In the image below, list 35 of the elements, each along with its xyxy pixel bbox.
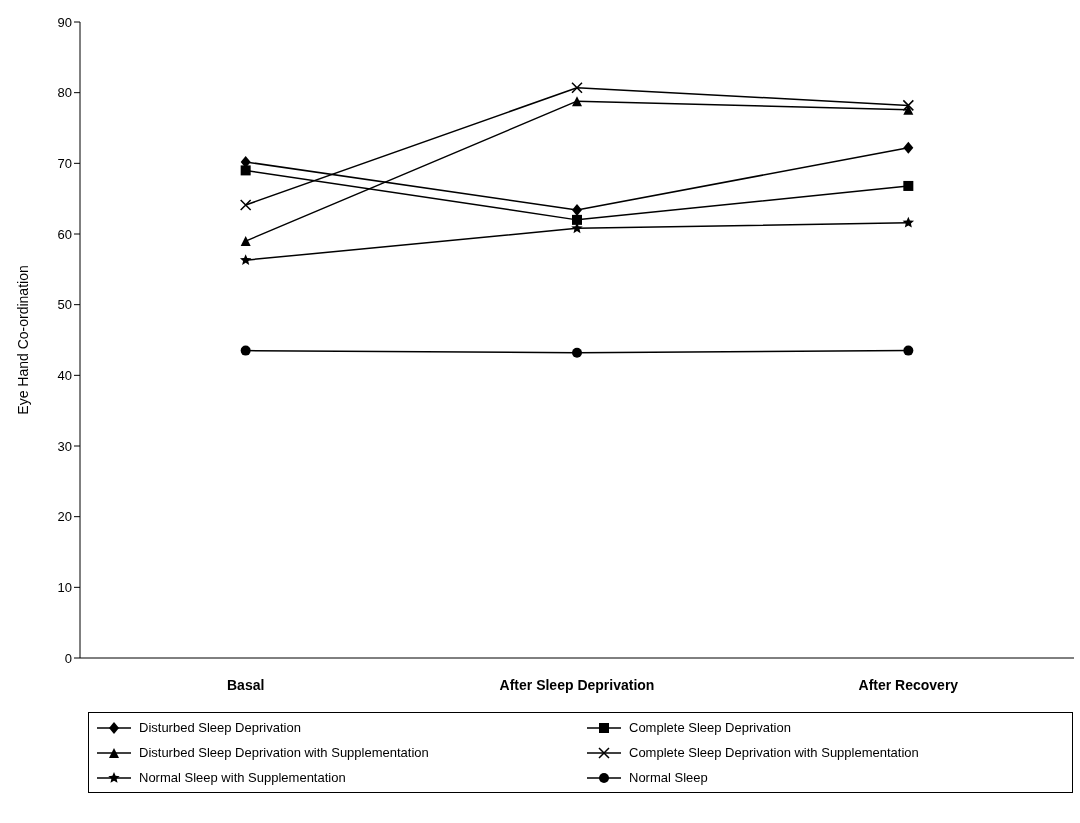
point: [902, 216, 915, 228]
point: [240, 236, 251, 247]
legend-label: Normal Sleep: [629, 770, 708, 785]
y-axis-title: Eye Hand Co-ordination: [14, 265, 31, 415]
legend-label: Disturbed Sleep Deprivation with Supplementation: [139, 745, 429, 760]
legend-label: Normal Sleep with Supplementation: [139, 770, 346, 785]
point: [572, 96, 582, 107]
y-tick-label: 60: [57, 226, 72, 242]
point: [240, 345, 251, 356]
y-tick-label: 80: [57, 85, 72, 101]
point: [572, 214, 582, 225]
point: [571, 81, 583, 94]
y-tick-label: 20: [57, 509, 72, 525]
legend-label: Complete Sleep Deprivation with Supplementation: [629, 745, 919, 760]
point: [903, 345, 914, 356]
legend-label: Disturbed Sleep Deprivation: [139, 720, 301, 735]
y-tick-label: 0: [64, 650, 72, 666]
point: [239, 199, 252, 211]
y-tick-label: 90: [57, 14, 72, 30]
legend-label: Complete Sleep Deprivation: [629, 720, 791, 735]
y-tick-label: 50: [57, 297, 72, 313]
point: [903, 180, 914, 191]
x-tick-label: After Sleep Deprivation: [499, 676, 655, 693]
x-tick-label: Basal: [226, 676, 265, 693]
point: [902, 99, 915, 112]
point: [572, 203, 582, 216]
y-tick-label: 70: [57, 155, 72, 171]
y-tick-label: 40: [57, 367, 72, 383]
y-tick-label: 30: [57, 438, 72, 454]
point: [572, 347, 582, 358]
y-tick-label: 10: [57, 579, 72, 595]
point: [239, 254, 252, 265]
point: [240, 165, 251, 176]
x-tick-label: After Recovery: [858, 676, 959, 693]
point: [903, 141, 914, 154]
